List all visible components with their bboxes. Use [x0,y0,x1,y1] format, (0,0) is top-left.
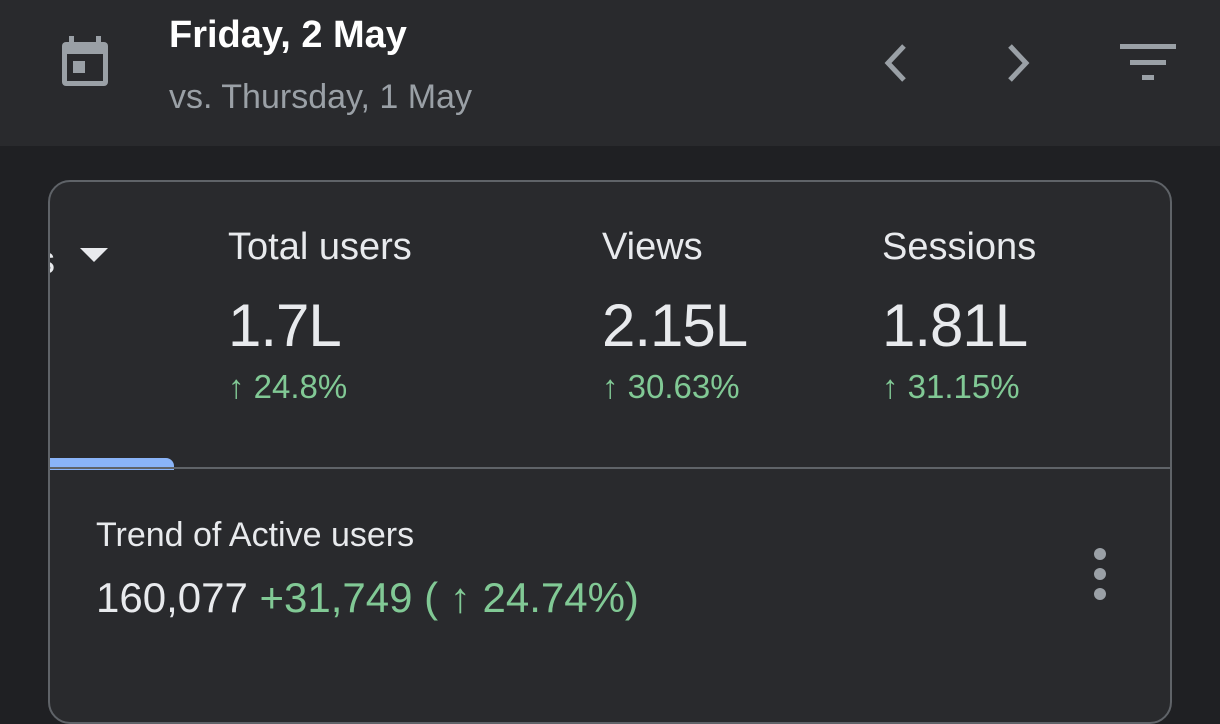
metric-label: Sessions [882,226,1037,268]
caret-down-icon [80,248,108,262]
comparison-date[interactable]: vs. Thursday, 1 May [169,78,472,116]
more-vert-icon[interactable] [1088,546,1112,602]
chevron-right-icon[interactable] [998,38,1038,88]
calendar-icon[interactable] [60,36,110,88]
metric-change: ↑ 30.63% [602,368,740,405]
metric-change: ↑ 31.15% [882,368,1020,405]
metric-views[interactable]: Views 2.15L ↑ 30.63% [602,226,748,406]
filter-icon[interactable] [1118,40,1178,86]
selected-date[interactable]: Friday, 2 May [169,14,407,56]
metrics-card: s Total users 1.7L ↑ 24.8% Views 2.15L ↑… [48,180,1172,724]
trend-value: 160,077 [96,574,248,621]
metric-selector-dropdown[interactable]: s [50,240,112,282]
metric-label: Views [602,226,703,268]
metric-value: 1.81L [882,292,1028,359]
metric-total-users[interactable]: Total users 1.7L ↑ 24.8% [228,226,412,406]
chevron-left-icon[interactable] [876,38,916,88]
metric-value: 1.7L [228,292,342,359]
metric-selector-label: s [50,240,55,283]
metric-label: Total users [228,226,412,268]
trend-delta: +31,749 ( ↑ 24.74%) [259,574,639,621]
metric-value: 2.15L [602,292,748,359]
top-app-bar: Friday, 2 May vs. Thursday, 1 May [0,0,1220,146]
metric-change: ↑ 24.8% [228,368,348,405]
divider [50,467,1170,469]
trend-summary: 160,077 +31,749 ( ↑ 24.74%) [96,574,639,622]
trend-title: Trend of Active users [96,516,415,554]
metric-sessions[interactable]: Sessions 1.81L ↑ 31.15% [882,226,1036,406]
